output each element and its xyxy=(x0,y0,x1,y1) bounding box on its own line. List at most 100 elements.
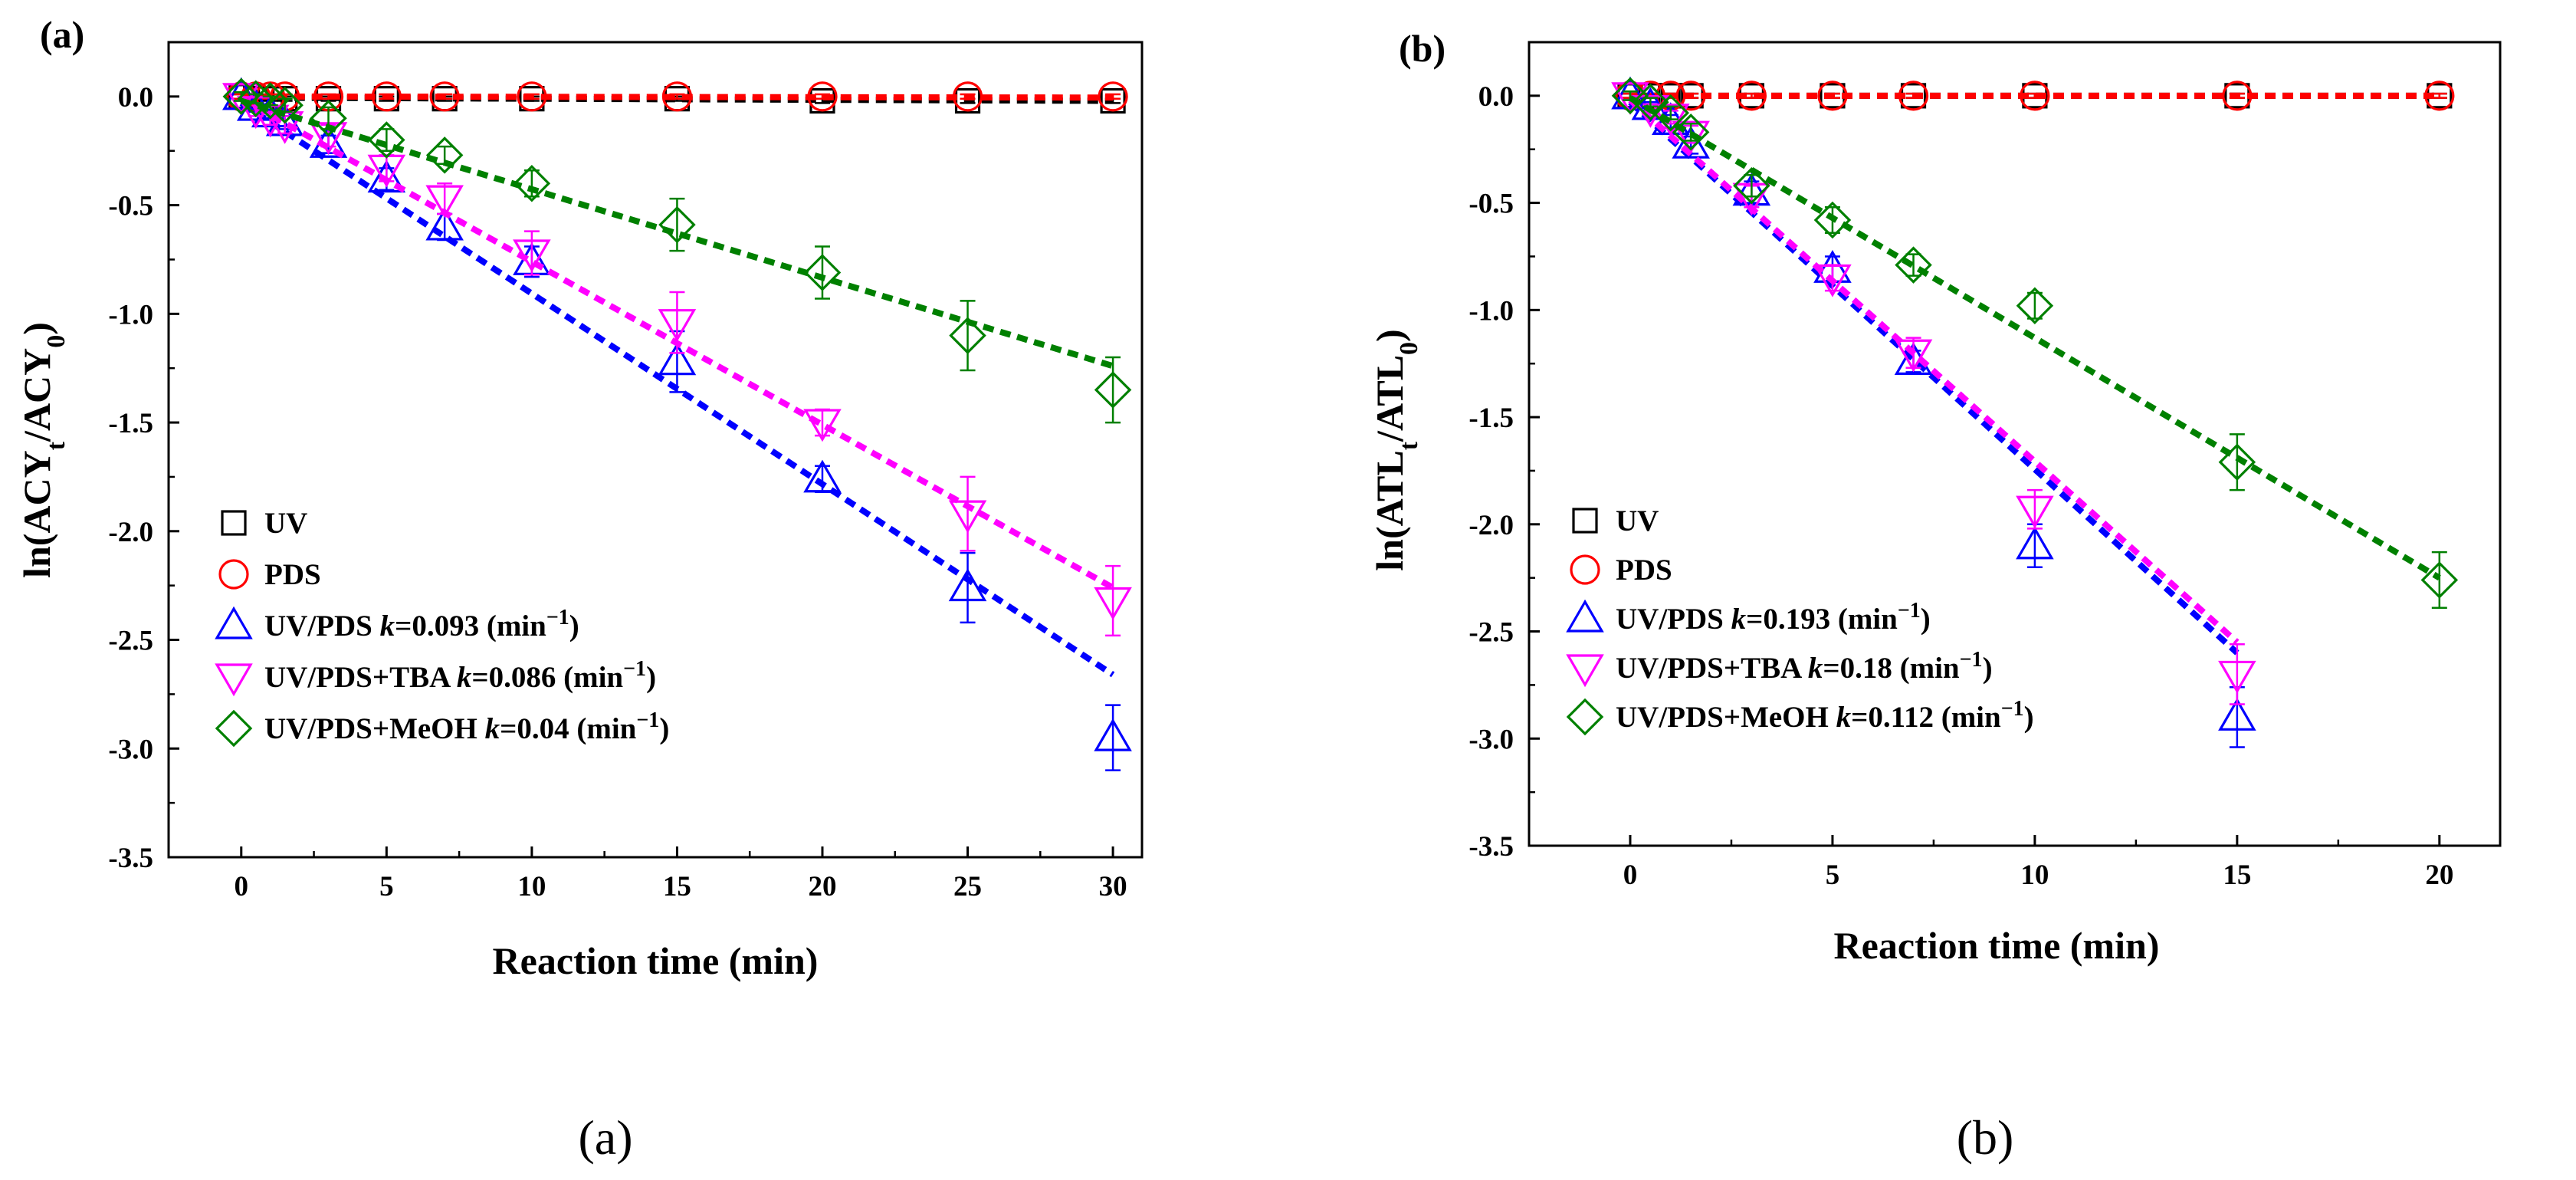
legend-rate-constant: 0.193 xyxy=(1763,603,1830,636)
legend-entry-uv: UV xyxy=(1616,505,1659,537)
data-point-pds xyxy=(1098,81,1128,112)
legend-k-symbol: k xyxy=(1808,652,1823,685)
y-tick-label: 0.0 xyxy=(118,82,153,113)
legend-unit-exponent: −1 xyxy=(546,606,569,629)
y-tick-label: -3.0 xyxy=(1468,724,1514,755)
data-point-uv-pds-meoh xyxy=(1895,246,1932,284)
fit-line-uv-pds-tba xyxy=(1628,97,2240,645)
x-tick-label: 5 xyxy=(379,871,394,902)
data-point-pds xyxy=(1898,81,1929,111)
data-point-uv-pds xyxy=(948,568,987,602)
legend-marker-uv xyxy=(1572,508,1598,534)
data-point-uv-pds xyxy=(1094,718,1132,751)
data-point-uv-pds-tba xyxy=(2218,660,2256,694)
data-point-pds xyxy=(807,81,838,112)
legend-series-name: UV/PDS+MeOH xyxy=(1616,701,1829,734)
legend-entry-uv-pds-tba: UV/PDS+TBA k=0.18 (min−1) xyxy=(1616,648,1993,685)
data-point-uv xyxy=(809,87,835,114)
legend-unit: ) xyxy=(2024,701,2034,734)
y-axis-label-part: ln(ATL xyxy=(1368,450,1411,570)
data-point-pds xyxy=(661,81,693,112)
fit-line-uv-pds xyxy=(1628,100,2240,656)
legend-marker-uv-pds-meoh xyxy=(1566,698,1604,736)
legend-series-name: PDS xyxy=(264,558,321,591)
x-tick-label: 20 xyxy=(808,871,836,902)
legend-unit: (min xyxy=(1934,701,2001,734)
legend-equals: = xyxy=(471,661,488,694)
data-point-uv-pds xyxy=(2016,526,2054,560)
y-axis-label: ln(ACYt/ACY0) xyxy=(15,322,71,578)
y-tick-label: -2.5 xyxy=(1468,617,1514,649)
legend-series-name: UV/PDS+MeOH xyxy=(264,712,477,745)
data-point-uv-pds-meoh xyxy=(2420,561,2459,599)
data-point-uv-pds-meoh xyxy=(658,205,696,244)
legend-k-symbol: k xyxy=(485,712,500,745)
data-point-uv-pds xyxy=(367,159,406,193)
y-tick-label: -3.0 xyxy=(108,734,153,765)
data-point-pds xyxy=(429,81,460,112)
legend-unit: (min xyxy=(479,610,546,643)
data-point-uv-pds xyxy=(1672,125,1710,159)
x-tick-label: 15 xyxy=(2223,860,2251,891)
panel-label: (a) xyxy=(40,13,84,56)
series-uv-pds-meoh xyxy=(1611,77,2459,610)
legend-equals: = xyxy=(1746,603,1763,636)
y-axis-label-part: /ACY xyxy=(15,348,58,442)
data-point-pds xyxy=(371,81,402,112)
y-tick-label: -1.0 xyxy=(108,299,153,330)
y-tick-label: -1.5 xyxy=(108,408,153,439)
y-axis-label-part: ln(ACY xyxy=(15,450,58,578)
data-point-uv-pds-tba xyxy=(2016,495,2054,529)
legend-series-name: UV/PDS xyxy=(1616,603,1724,636)
data-point-uv-pds-meoh xyxy=(1733,166,1770,205)
y-tick-label: -1.5 xyxy=(1468,403,1514,434)
data-point-uv-pds-meoh xyxy=(949,317,986,354)
legend-marker-uv-pds-meoh xyxy=(215,709,253,748)
data-point-uv-pds-meoh xyxy=(1094,371,1132,409)
data-point-uv-pds-meoh xyxy=(251,82,289,120)
data-point-uv-pds-tba xyxy=(1894,339,1933,373)
y-tick-label: 0.0 xyxy=(1478,81,1514,113)
data-point-uv-pds-tba xyxy=(513,239,551,273)
y-axis-label-subscript: 0 xyxy=(42,335,71,348)
legend-unit: ) xyxy=(569,610,579,643)
data-point-uv-pds xyxy=(2218,698,2256,731)
data-point-uv xyxy=(1100,87,1126,114)
legend-k-symbol: k xyxy=(1731,603,1747,636)
x-tick-label: 15 xyxy=(663,871,691,902)
legend-marker-uv-pds-tba xyxy=(1566,654,1604,688)
legend-marker-uv-pds xyxy=(215,606,253,639)
data-point-uv-pds-meoh xyxy=(1632,83,1669,121)
x-tick-label: 10 xyxy=(517,871,546,902)
y-axis-label-part: ) xyxy=(1368,329,1411,342)
legend-entry-uv-pds-tba: UV/PDS+TBA k=0.086 (min−1) xyxy=(264,657,656,695)
data-point-uv-pds-tba xyxy=(222,83,261,117)
figure-caption-b: (b) xyxy=(1957,1110,2014,1165)
y-tick-label: -2.0 xyxy=(108,517,153,548)
legend-unit: ) xyxy=(1921,603,1931,636)
legend-entry-uv-pds-meoh: UV/PDS+MeOH k=0.112 (min−1) xyxy=(1616,697,2034,735)
legend-series-name: PDS xyxy=(1616,554,1672,587)
data-point-uv-pds-meoh xyxy=(222,77,261,116)
data-point-uv-pds-meoh xyxy=(1813,201,1852,239)
y-tick-label: -0.5 xyxy=(1468,189,1514,220)
y-tick-label: -2.5 xyxy=(108,626,153,657)
chart-panel-a: (a) 0.0 -0.5 -1.0 -1.5 -2.0 -2.5 -3.0 -3.5 0 5 10 15… xyxy=(15,13,1144,982)
legend-rate-constant: 0.04 xyxy=(517,712,569,745)
x-tick-label: 10 xyxy=(2020,860,2049,891)
legend-unit-exponent: −1 xyxy=(1898,599,1921,623)
x-tick-label: 20 xyxy=(2425,860,2453,891)
data-point-uv xyxy=(954,87,981,114)
data-point-uv-pds-meoh xyxy=(1611,77,1649,115)
legend-equals: = xyxy=(1823,652,1839,685)
legend-unit: ) xyxy=(1983,652,1993,685)
data-point-uv-pds-tba xyxy=(1094,587,1132,620)
fit-line-uv-pds-meoh xyxy=(1628,95,2441,581)
data-point-uv-pds xyxy=(1611,76,1649,110)
data-point-uv-pds xyxy=(803,459,842,493)
legend-marker-uv-pds xyxy=(1566,599,1604,633)
legend-series-name: UV xyxy=(264,507,307,540)
legend-rate-constant: 0.086 xyxy=(489,661,556,694)
plot-frame xyxy=(1528,41,2502,847)
